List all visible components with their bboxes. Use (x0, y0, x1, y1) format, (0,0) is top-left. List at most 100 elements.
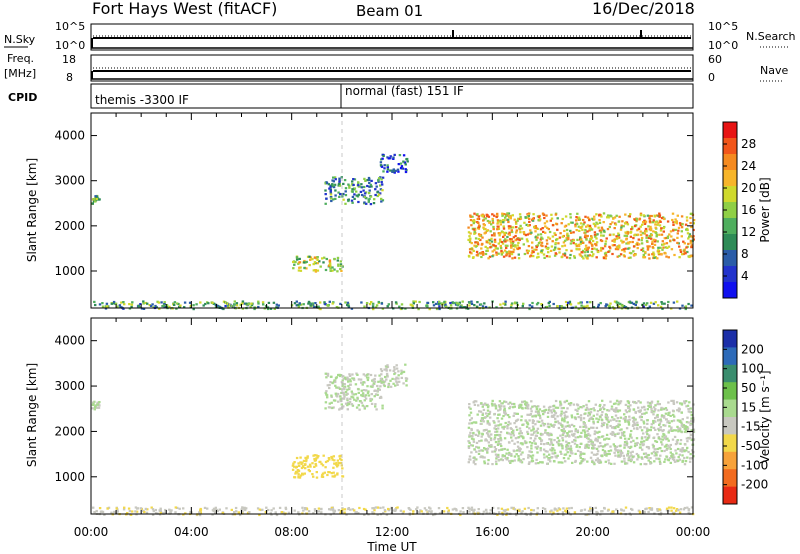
data-cell (315, 457, 318, 460)
y-tick-label: 1000 (54, 264, 85, 278)
data-cell (363, 395, 367, 398)
colorbar-tick-label: 100 (741, 362, 764, 376)
data-cell (676, 300, 679, 303)
data-cell (666, 220, 670, 223)
data-cell (631, 240, 634, 244)
data-cell (581, 458, 584, 461)
data-cell (472, 256, 475, 259)
data-cell (643, 256, 646, 259)
data-cell (611, 431, 614, 434)
data-cell (690, 246, 693, 249)
data-cell (313, 454, 317, 457)
data-cell (351, 392, 354, 395)
data-cell (361, 392, 365, 395)
data-cell (666, 235, 670, 238)
data-cell (519, 453, 523, 456)
data-cell (584, 231, 587, 234)
data-cell (576, 217, 579, 220)
data-cell (542, 413, 545, 416)
data-cell (340, 391, 343, 395)
data-cell (392, 369, 395, 372)
data-cell (520, 415, 523, 418)
data-cell (480, 417, 484, 420)
data-cell (293, 263, 296, 266)
data-cell (357, 391, 360, 394)
data-cell (553, 452, 557, 455)
data-cell (96, 401, 99, 404)
data-cell (273, 307, 276, 310)
data-cell (321, 464, 325, 467)
data-cell (341, 467, 344, 470)
data-cell (373, 395, 376, 398)
data-cell (479, 422, 482, 425)
data-cell (151, 303, 154, 306)
data-cell (380, 373, 383, 376)
data-cell (495, 306, 498, 309)
data-cell (261, 508, 264, 511)
data-cell (526, 240, 529, 243)
data-cell (97, 406, 101, 409)
data-cell (579, 451, 582, 454)
data-cell (618, 244, 621, 247)
data-cell (499, 244, 502, 248)
data-cell (339, 395, 342, 398)
data-cell (499, 303, 502, 306)
data-cell (613, 409, 616, 412)
data-cell (370, 402, 374, 405)
data-cell (508, 252, 511, 255)
data-cell (334, 392, 337, 395)
data-cell (496, 430, 499, 433)
data-cell (636, 247, 639, 250)
data-cell (438, 307, 441, 311)
data-cell (371, 385, 374, 388)
data-cell (355, 190, 358, 193)
data-cell (640, 236, 644, 240)
data-cell (539, 233, 543, 236)
data-cell (532, 250, 535, 254)
data-cell (570, 416, 574, 419)
data-cell (377, 387, 380, 390)
data-cell (383, 164, 386, 167)
data-cell (688, 255, 691, 259)
data-cell (584, 228, 587, 232)
data-cell (334, 197, 337, 200)
data-cell (629, 435, 632, 438)
data-cell (655, 440, 659, 443)
data-cell (350, 390, 353, 393)
data-cell (683, 250, 686, 253)
data-cell (343, 508, 347, 511)
data-cell (573, 416, 577, 419)
data-cell (392, 168, 395, 171)
data-cell (364, 394, 368, 397)
data-cell (650, 508, 653, 511)
data-cell (302, 303, 305, 306)
data-cell (578, 435, 582, 438)
data-cell (574, 436, 577, 439)
data-cell (338, 180, 341, 183)
data-cell (665, 408, 669, 411)
data-cell (245, 302, 248, 305)
data-cell (672, 419, 676, 422)
data-cell (495, 433, 499, 437)
data-cell (612, 426, 615, 429)
data-cell (316, 258, 319, 261)
data-cell (467, 445, 471, 448)
data-cell (600, 226, 604, 229)
data-cell (629, 451, 632, 454)
data-cell (606, 423, 609, 426)
data-cell (642, 305, 645, 308)
data-cell (531, 454, 535, 457)
data-cell (572, 231, 575, 234)
data-cell (621, 220, 624, 223)
data-cell (339, 264, 343, 267)
data-cell (613, 408, 616, 411)
data-cell (602, 221, 605, 224)
data-cell (468, 435, 471, 438)
data-cell (585, 248, 588, 252)
data-cell (581, 429, 585, 432)
data-cell (371, 507, 374, 510)
data-cell (451, 301, 454, 304)
data-cell (501, 511, 504, 514)
data-cell (515, 449, 519, 452)
data-cell (329, 381, 332, 384)
